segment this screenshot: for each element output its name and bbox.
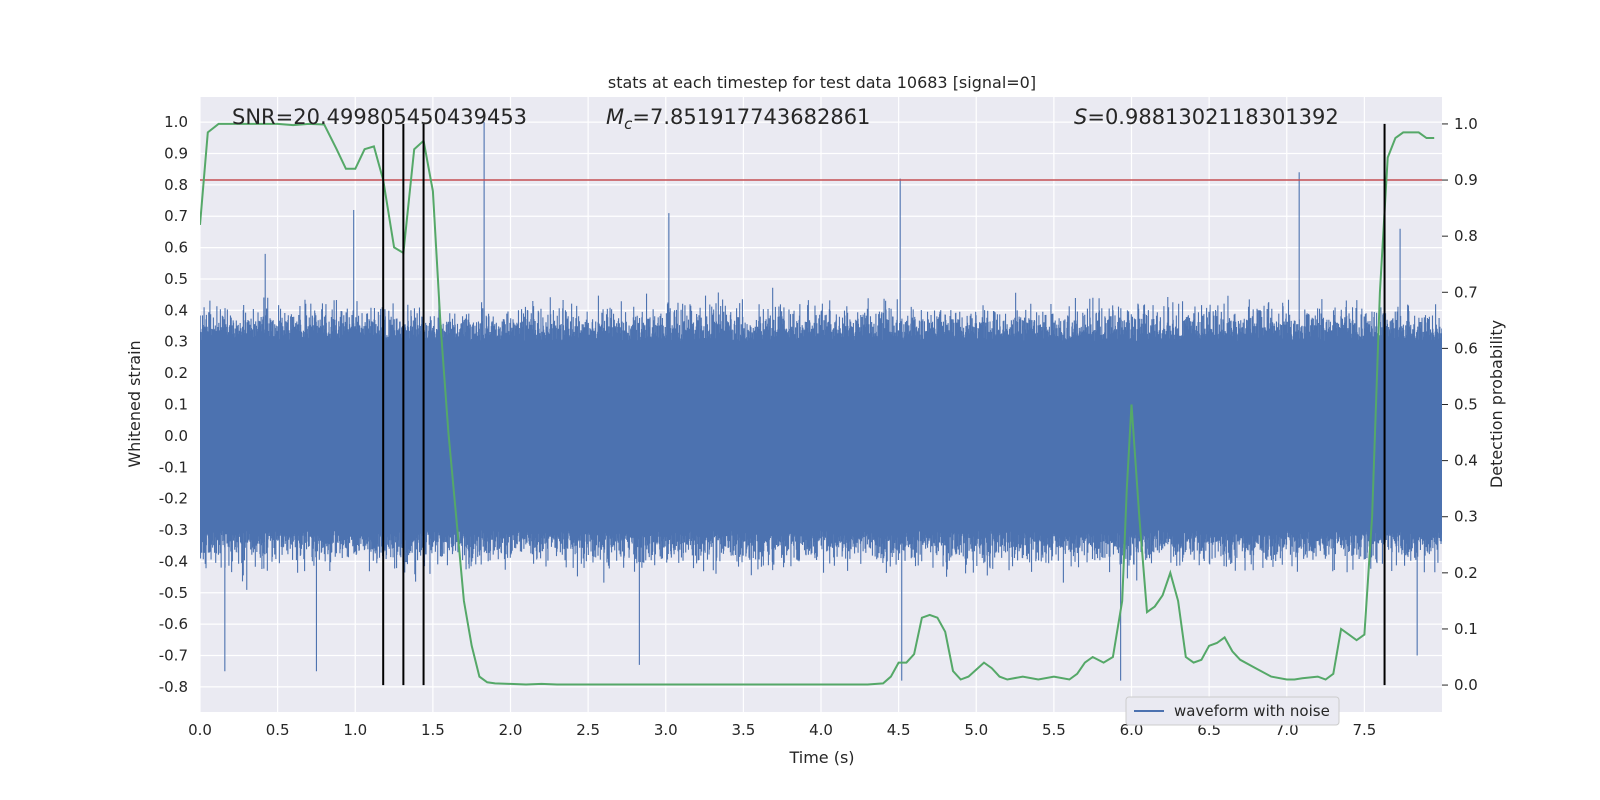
event-lines — [382, 123, 1386, 686]
x-tick-label: 1.0 — [343, 721, 367, 739]
x-tick-label: 7.5 — [1352, 721, 1376, 739]
s-value: =0.9881302118301392 — [1087, 105, 1338, 129]
y-tick-label: 0.0 — [164, 427, 188, 445]
s-annotation: S=0.9881302118301392 — [1074, 105, 1339, 129]
y2-tick-label: 0.9 — [1454, 171, 1478, 189]
x-tick-label: 5.0 — [964, 721, 988, 739]
y2-tick-label: 0.7 — [1454, 283, 1478, 301]
y2-axis-ticks: 1.0 0.9 0.8 0.7 0.6 0.5 0.4 0.3 0.2 0.1 0.0 — [1442, 115, 1478, 694]
chirp-mass-subscript: c — [624, 115, 633, 133]
x-tick-label: 0.0 — [188, 721, 212, 739]
x-tick-label: 2.0 — [499, 721, 523, 739]
y2-tick-label: 0.8 — [1454, 227, 1478, 245]
x-tick-label: 1.5 — [421, 721, 445, 739]
y2-tick-label: 0.6 — [1454, 339, 1478, 357]
y2-tick-label: 0.1 — [1454, 620, 1478, 638]
y2-tick-label: 0.0 — [1454, 676, 1478, 694]
y-tick-label: 0.4 — [164, 301, 188, 319]
x-tick-label: 5.5 — [1042, 721, 1066, 739]
x-tick-label: 4.0 — [809, 721, 833, 739]
y-tick-label: 1.0 — [164, 113, 188, 131]
legend-label: waveform with noise — [1174, 702, 1330, 720]
y2-tick-label: 1.0 — [1454, 115, 1478, 133]
y2-tick-label: 0.5 — [1454, 396, 1478, 414]
chirp-mass-annotation: Mc=7.851917743682861 — [606, 105, 870, 133]
y-tick-label: 0.6 — [164, 239, 188, 257]
y-tick-label: -0.4 — [159, 552, 188, 570]
y-tick-label: -0.1 — [159, 458, 188, 476]
y2-axis-label: Detection probability — [1487, 320, 1506, 488]
y-tick-label: 0.7 — [164, 207, 188, 225]
chirp-mass-symbol: M — [606, 105, 624, 129]
y-tick-label: -0.6 — [159, 615, 188, 633]
y-tick-label: -0.7 — [159, 647, 188, 665]
y-axis-label: Whitened strain — [125, 340, 144, 467]
y-tick-label: -0.2 — [159, 490, 188, 508]
x-tick-label: 4.5 — [887, 721, 911, 739]
y-tick-label: -0.5 — [159, 584, 188, 602]
y2-tick-label: 0.4 — [1454, 452, 1478, 470]
y-tick-label: -0.3 — [159, 521, 188, 539]
chirp-mass-value: =7.851917743682861 — [632, 105, 870, 129]
y-axis-ticks: 1.0 0.9 0.8 0.7 0.6 0.5 0.4 0.3 0.2 0.1 0.0 -0.1 -0.… — [159, 113, 188, 696]
y-tick-label: -0.8 — [159, 678, 188, 696]
snr-annotation: SNR=20.499805450439453 — [232, 105, 527, 129]
s-symbol: S — [1074, 105, 1087, 129]
x-tick-label: 3.5 — [731, 721, 755, 739]
y-tick-label: 0.5 — [164, 270, 188, 288]
chart-title: stats at each timestep for test data 106… — [608, 73, 1036, 92]
y-tick-label: 0.2 — [164, 364, 188, 382]
x-tick-label: 2.5 — [576, 721, 600, 739]
y2-tick-label: 0.2 — [1454, 564, 1478, 582]
waveform-series — [200, 122, 1442, 681]
x-tick-label: 3.0 — [654, 721, 678, 739]
y-tick-label: 0.8 — [164, 176, 188, 194]
x-axis-label: Time (s) — [788, 748, 854, 767]
y-tick-label: 0.1 — [164, 396, 188, 414]
x-tick-label: 0.5 — [266, 721, 290, 739]
legend: waveform with noise — [1125, 696, 1340, 726]
waveform-line — [200, 122, 1442, 681]
legend-box — [1125, 696, 1340, 726]
y-tick-label: 0.3 — [164, 333, 188, 351]
y-tick-label: 0.9 — [164, 144, 188, 162]
y2-tick-label: 0.3 — [1454, 508, 1478, 526]
